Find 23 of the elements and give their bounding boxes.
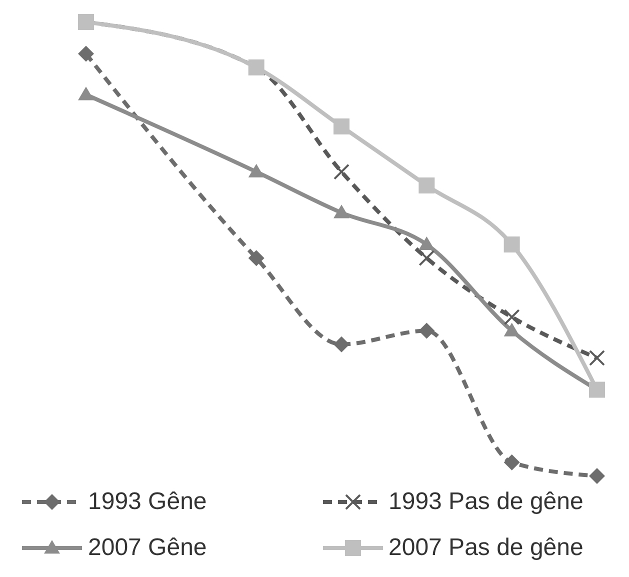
point [418,177,435,194]
point [504,454,520,470]
point [589,468,605,484]
point [504,322,520,336]
point [418,236,435,250]
point [504,309,520,326]
point [334,336,350,352]
legend-label: 2007 Gêne [88,534,207,562]
point [334,204,350,218]
point [78,86,94,100]
point [504,236,520,252]
point [589,382,605,398]
point [248,250,264,266]
point [418,322,435,339]
point [78,46,94,62]
legend-label: 1993 Gêne [88,488,207,516]
point [334,164,350,180]
point [589,350,605,366]
point [248,164,264,178]
legend-label: 2007 Pas de gêne [388,534,584,562]
legend-label: 1993 Pas de gêne [388,488,584,516]
point [418,250,435,266]
point [334,118,350,134]
